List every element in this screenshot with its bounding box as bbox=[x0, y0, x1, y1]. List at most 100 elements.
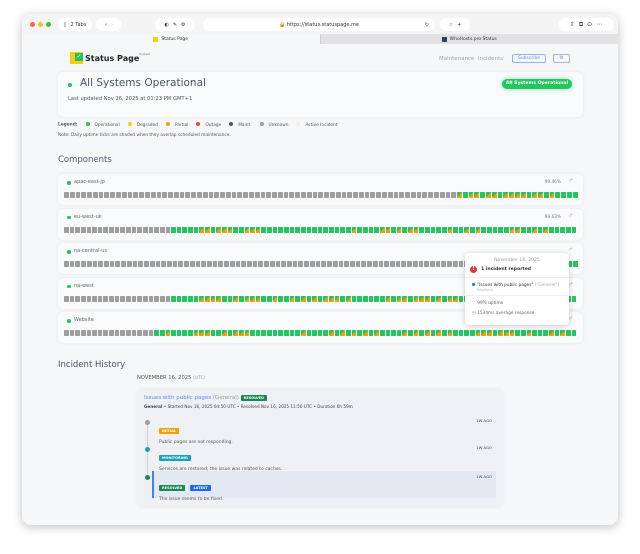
uptime-tick[interactable] bbox=[464, 330, 470, 337]
uptime-tick[interactable] bbox=[261, 295, 267, 302]
uptime-tick[interactable] bbox=[283, 330, 289, 337]
tab-whohosts[interactable]: WhoHosts.pro Status bbox=[319, 34, 618, 44]
uptime-tick[interactable] bbox=[171, 330, 176, 337]
uptime-tick[interactable] bbox=[64, 295, 69, 302]
uptime-tick[interactable] bbox=[231, 192, 237, 198]
uptime-tick[interactable] bbox=[374, 226, 379, 233]
uptime-tick[interactable] bbox=[154, 330, 159, 337]
expand-icon[interactable]: ↱ bbox=[568, 247, 573, 254]
uptime-tick[interactable] bbox=[233, 226, 238, 233]
uptime-tick[interactable] bbox=[515, 226, 520, 233]
uptime-tick[interactable] bbox=[98, 261, 104, 268]
uptime-tick[interactable] bbox=[221, 330, 227, 337]
uptime-tick[interactable] bbox=[148, 226, 154, 233]
uptime-tick[interactable] bbox=[368, 295, 374, 302]
uptime-tick[interactable] bbox=[97, 330, 103, 337]
uptime-tick[interactable] bbox=[312, 192, 318, 198]
uptime-tick[interactable] bbox=[368, 226, 374, 233]
uptime-tick[interactable] bbox=[503, 192, 509, 198]
uptime-tick[interactable] bbox=[408, 226, 413, 233]
uptime-tick[interactable] bbox=[532, 192, 538, 198]
uptime-tick[interactable] bbox=[323, 295, 329, 302]
uptime-tick[interactable] bbox=[334, 330, 340, 337]
uptime-tick[interactable] bbox=[295, 330, 300, 337]
uptime-tick[interactable] bbox=[205, 295, 210, 302]
uptime-tick[interactable] bbox=[428, 192, 433, 198]
uptime-tick[interactable] bbox=[260, 192, 266, 198]
uptime-tick[interactable] bbox=[278, 226, 283, 233]
uptime-tick[interactable] bbox=[126, 261, 132, 268]
uptime-tick[interactable] bbox=[509, 226, 515, 233]
uptime-tick[interactable] bbox=[104, 261, 109, 268]
uptime-tick[interactable] bbox=[441, 330, 447, 337]
uptime-tick[interactable] bbox=[283, 192, 289, 198]
uptime-tick[interactable] bbox=[407, 261, 412, 268]
uptime-tick[interactable] bbox=[218, 261, 224, 268]
uptime-tick[interactable] bbox=[298, 261, 304, 268]
uptime-tick[interactable] bbox=[464, 226, 470, 233]
uptime-tick[interactable] bbox=[114, 226, 120, 233]
uptime-tick[interactable] bbox=[317, 330, 323, 337]
uptime-tick[interactable] bbox=[447, 226, 453, 233]
uptime-tick[interactable] bbox=[453, 226, 458, 233]
uptime-tick[interactable] bbox=[334, 226, 340, 233]
uptime-tick[interactable] bbox=[312, 330, 317, 337]
uptime-tick[interactable] bbox=[309, 261, 315, 268]
uptime-tick[interactable] bbox=[453, 295, 458, 302]
uptime-tick[interactable] bbox=[86, 261, 92, 268]
sidebar-tabs-button[interactable]: ▯ 2 Tabs bbox=[58, 18, 92, 31]
uptime-tick[interactable] bbox=[92, 192, 98, 198]
uptime-tick[interactable] bbox=[243, 192, 248, 198]
uptime-tick[interactable] bbox=[560, 330, 566, 337]
uptime-tick[interactable] bbox=[374, 330, 379, 337]
uptime-tick[interactable] bbox=[64, 226, 69, 233]
uptime-tick[interactable] bbox=[340, 295, 346, 302]
uptime-tick[interactable] bbox=[173, 192, 179, 198]
uptime-tick[interactable] bbox=[227, 330, 233, 337]
uptime-tick[interactable] bbox=[554, 330, 560, 337]
subscribe-button[interactable]: Subscribe bbox=[512, 54, 546, 63]
uptime-tick[interactable] bbox=[419, 295, 424, 302]
uptime-tick[interactable] bbox=[182, 295, 188, 302]
uptime-tick[interactable] bbox=[571, 295, 577, 302]
uptime-tick[interactable] bbox=[445, 192, 451, 198]
uptime-tick[interactable] bbox=[277, 192, 283, 198]
uptime-tick[interactable] bbox=[372, 261, 378, 268]
uptime-tick[interactable] bbox=[254, 192, 260, 198]
uptime-tick[interactable] bbox=[487, 226, 492, 233]
uptime-tick[interactable] bbox=[300, 226, 306, 233]
uptime-tick[interactable] bbox=[572, 192, 578, 198]
uptime-tick[interactable] bbox=[419, 226, 424, 233]
uptime-tick[interactable] bbox=[434, 192, 439, 198]
uptime-tick[interactable] bbox=[402, 330, 408, 337]
uptime-tick[interactable] bbox=[323, 330, 329, 337]
uptime-tick[interactable] bbox=[210, 330, 216, 337]
uptime-tick[interactable] bbox=[283, 226, 289, 233]
uptime-tick[interactable] bbox=[402, 226, 408, 233]
uptime-tick[interactable] bbox=[346, 226, 351, 233]
uptime-tick[interactable] bbox=[402, 295, 408, 302]
uptime-tick[interactable] bbox=[227, 226, 233, 233]
uptime-tick[interactable] bbox=[324, 192, 329, 198]
logo[interactable]: ✓ Status Page hosted bbox=[70, 52, 149, 64]
uptime-tick[interactable] bbox=[120, 295, 126, 302]
uptime-tick[interactable] bbox=[148, 295, 154, 302]
uptime-tick[interactable] bbox=[109, 261, 115, 268]
uptime-tick[interactable] bbox=[250, 330, 255, 337]
uptime-tick[interactable] bbox=[148, 330, 154, 337]
uptime-tick[interactable] bbox=[244, 330, 250, 337]
uptime-tick[interactable] bbox=[361, 261, 367, 268]
uptime-tick[interactable] bbox=[182, 330, 188, 337]
uptime-tick[interactable] bbox=[549, 226, 554, 233]
uptime-tick[interactable] bbox=[572, 261, 578, 268]
uptime-tick[interactable] bbox=[212, 261, 218, 268]
uptime-tick[interactable] bbox=[566, 330, 571, 337]
close-window-button[interactable] bbox=[30, 22, 35, 27]
uptime-tick[interactable] bbox=[329, 295, 334, 302]
uptime-tick[interactable] bbox=[189, 261, 195, 268]
uptime-tick[interactable] bbox=[458, 295, 464, 302]
uptime-tick[interactable] bbox=[385, 330, 391, 337]
uptime-tick[interactable] bbox=[318, 192, 324, 198]
uptime-tick[interactable] bbox=[441, 226, 447, 233]
uptime-tick[interactable] bbox=[80, 295, 86, 302]
